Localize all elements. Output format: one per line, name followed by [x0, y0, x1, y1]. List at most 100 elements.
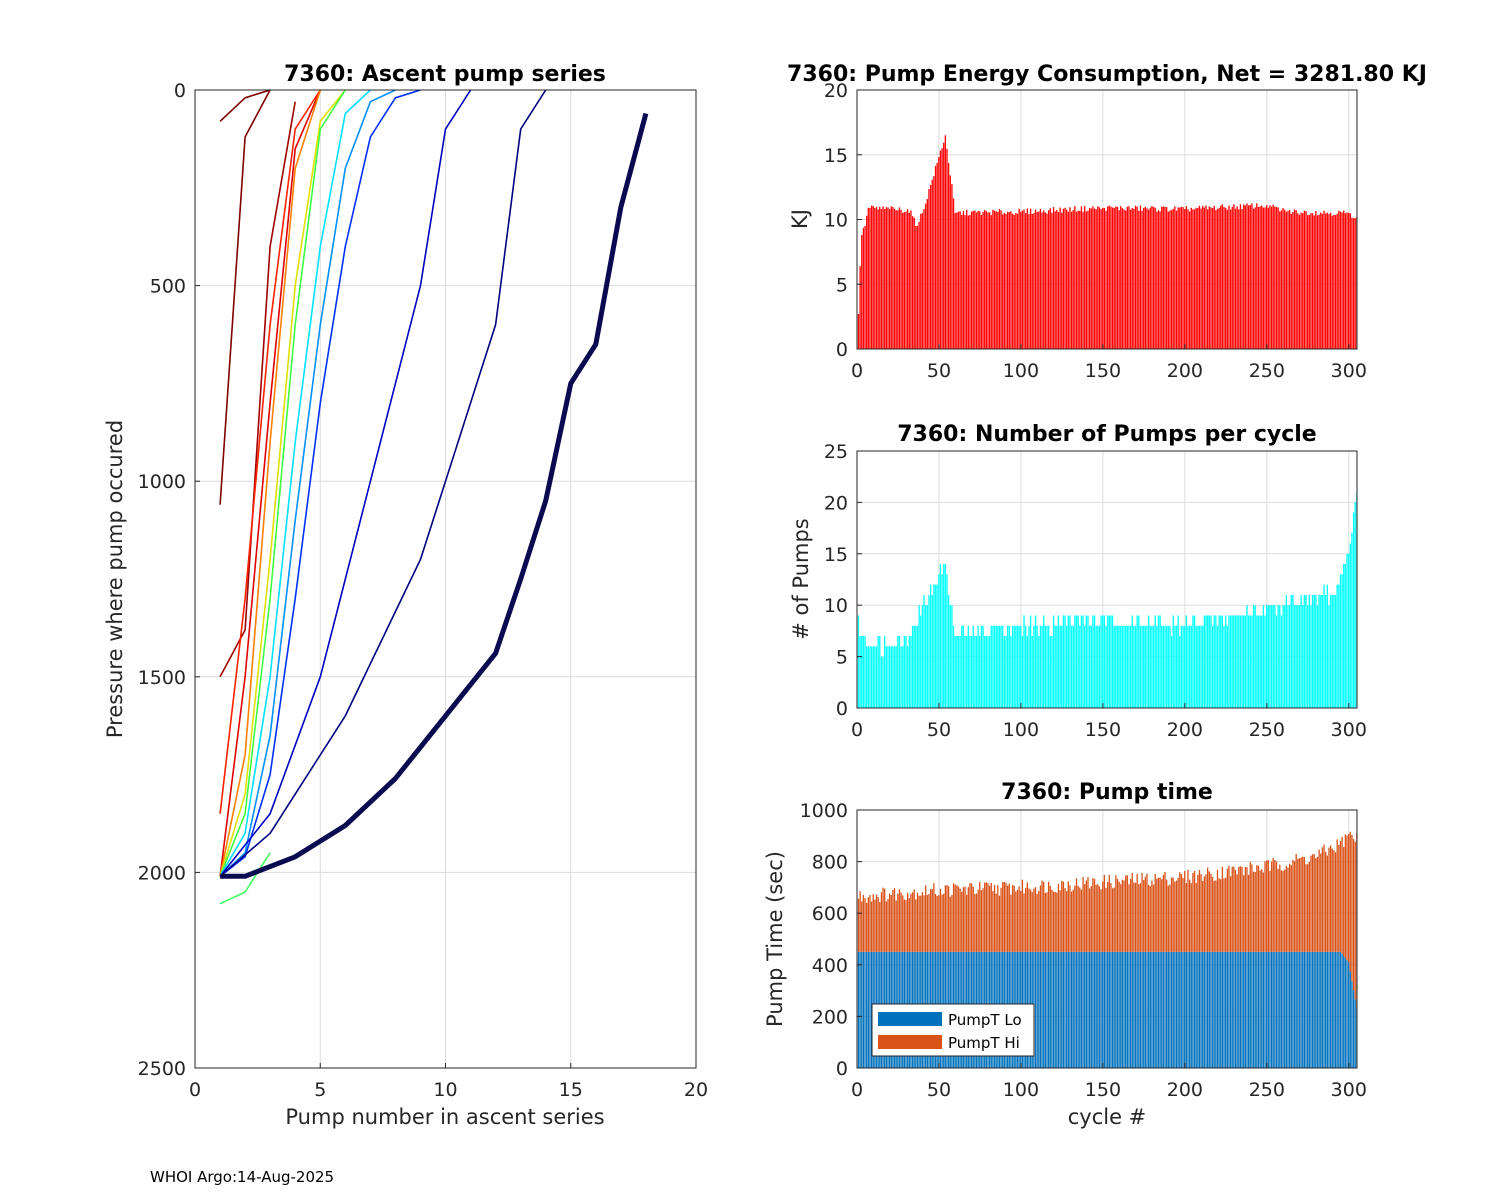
energy-bar: [1010, 211, 1012, 349]
npumps-bar: [1005, 636, 1007, 708]
npumps-bar: [1167, 625, 1169, 708]
npumps-bar: [1108, 615, 1110, 708]
pumptime-bar-lo: [1046, 951, 1048, 1068]
pumptime-bar-lo: [1287, 951, 1289, 1068]
npumps-y-tick-label: 25: [824, 441, 848, 463]
ascent-series-line: [219, 89, 346, 877]
npumps-bar: [1184, 625, 1186, 708]
pumptime-bar-lo: [1095, 951, 1097, 1068]
pumptime-bar-hi: [872, 894, 874, 952]
npumps-bar: [869, 646, 871, 708]
pumptime-bar-hi: [954, 884, 956, 952]
pumptime-bar-lo: [1261, 951, 1263, 1068]
npumps-bar: [1134, 625, 1137, 708]
pumptime-bar-hi: [1133, 882, 1135, 952]
pumptime-bar-lo: [1310, 951, 1312, 1068]
energy-bar: [946, 148, 948, 349]
npumps-y-tick-label: 20: [824, 492, 848, 514]
energy-bar: [1231, 206, 1233, 349]
npumps-bar: [1282, 605, 1284, 708]
npumps-y-tick-label: 15: [824, 544, 848, 566]
npumps-bar: [1095, 625, 1097, 708]
npumps-bar: [1033, 625, 1035, 708]
pumptime-bar-hi: [1192, 872, 1194, 952]
npumps-bar: [1292, 594, 1294, 708]
energy-bar: [929, 185, 932, 349]
pumptime-bar-hi: [944, 885, 947, 952]
pumptime-bar-hi: [928, 893, 930, 952]
pumptime-bar-lo: [1298, 951, 1301, 1068]
energy-y-tick-label: 20: [824, 80, 848, 102]
pumptime-bar-hi: [870, 901, 873, 952]
npumps-bar: [1141, 625, 1143, 708]
pumptime-bar-hi: [1328, 847, 1330, 952]
energy-bar: [920, 213, 922, 349]
npumps-bar: [1293, 605, 1296, 708]
energy-bar: [1015, 213, 1017, 349]
npumps-bar: [1254, 605, 1256, 708]
npumps-bar: [952, 625, 955, 708]
energy-bar: [1270, 206, 1273, 349]
pumptime-bar-lo: [1110, 951, 1112, 1068]
pumptime-bar-hi: [962, 887, 965, 952]
energy-bar: [1256, 203, 1258, 349]
energy-bar: [1088, 208, 1091, 349]
pumptime-bar-lo: [866, 951, 868, 1068]
pumptime-bar-hi: [1123, 880, 1125, 952]
energy-y-tick-label: 15: [824, 145, 848, 167]
npumps-bar: [929, 584, 932, 708]
pumptime-bar-hi: [874, 899, 876, 952]
pumptime-bar-hi: [1279, 864, 1281, 952]
energy-bar: [888, 209, 891, 349]
pumptime-bar-hi: [898, 889, 901, 952]
pumptime-bar-hi: [1116, 878, 1119, 952]
energy-bar: [1011, 213, 1014, 349]
energy-bar: [1318, 214, 1320, 349]
pumptime-bar-hi: [1038, 890, 1040, 952]
pumptime-bar-lo: [1323, 951, 1325, 1068]
energy-bar: [936, 162, 938, 349]
npumps-bar: [1275, 615, 1278, 708]
legend-label-hi: PumpT Hi: [948, 1034, 1020, 1052]
npumps-bar: [1136, 615, 1138, 708]
npumps-bar: [1274, 605, 1276, 708]
pumptime-bar-hi: [1156, 878, 1158, 952]
npumps-bar: [1218, 615, 1220, 708]
npumps-bar: [1347, 553, 1350, 708]
pumptime-bar-hi: [1284, 869, 1286, 952]
energy-bar: [993, 210, 996, 349]
pumptime-bar-hi: [1138, 884, 1140, 952]
pumptime-bar-lo: [1041, 951, 1043, 1068]
pumptime-bar-hi: [1280, 870, 1283, 952]
npumps-bar: [1075, 615, 1078, 708]
pumptime-bar-hi: [1233, 866, 1235, 952]
energy-bar: [1305, 210, 1307, 349]
pumptime-bar-hi: [1149, 886, 1151, 952]
npumps-bar: [975, 636, 978, 708]
npumps-bar: [1026, 636, 1028, 708]
pumptime-bar-hi: [1100, 889, 1102, 952]
energy-bar: [1111, 207, 1114, 349]
pumptime-bar-lo: [1152, 951, 1155, 1068]
pumptime-bar-lo: [1088, 951, 1091, 1068]
npumps-bar: [1210, 615, 1212, 708]
pumptime-bar-hi: [1320, 853, 1322, 952]
pumptime-bar-lo: [1182, 951, 1184, 1068]
npumps-bar: [1144, 625, 1147, 708]
energy-x-tick-label: 200: [1167, 360, 1203, 382]
legend-swatch-hi: [878, 1035, 942, 1049]
npumps-bar: [1225, 615, 1227, 708]
pumptime-bar-lo: [1338, 951, 1340, 1068]
energy-bar: [1115, 206, 1117, 349]
pumptime-bar-hi: [923, 895, 925, 952]
energy-bar: [988, 212, 991, 349]
pumptime-bar-hi: [1087, 877, 1089, 952]
energy-bar: [949, 175, 951, 349]
pumptime-bar-hi: [1244, 867, 1247, 952]
pumptime-bar-hi: [885, 901, 887, 952]
npumps-bar: [1156, 625, 1158, 708]
pumptime-bar-lo: [1138, 951, 1140, 1068]
pumptime-bar-hi: [1113, 887, 1115, 952]
energy-bar: [918, 221, 920, 349]
energy-bar: [1047, 210, 1050, 349]
